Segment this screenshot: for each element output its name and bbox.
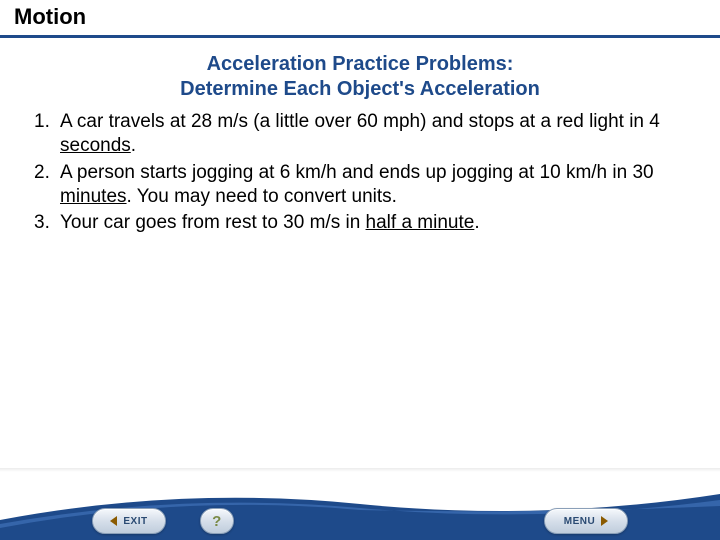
underlined: minutes: [60, 186, 127, 207]
item-number: 2.: [34, 161, 60, 210]
list-item: 3. Your car goes from rest to 30 m/s in …: [34, 211, 686, 235]
question-mark-icon: ?: [212, 513, 222, 530]
arrow-right-icon: [601, 516, 608, 526]
problem-list: 1. A car travels at 28 m/s (a little ove…: [34, 110, 686, 236]
arrow-left-icon: [110, 516, 117, 526]
item-number: 3.: [34, 211, 60, 235]
item-text: Your car goes from rest to 30 m/s in hal…: [60, 211, 686, 235]
title-wrap: Motion: [14, 4, 86, 30]
help-button[interactable]: ?: [200, 508, 234, 534]
header-bar: Motion: [0, 0, 720, 38]
footer: EXIT ? MENU: [0, 468, 720, 540]
item-text: A person starts jogging at 6 km/h and en…: [60, 161, 686, 210]
list-item: 2. A person starts jogging at 6 km/h and…: [34, 161, 686, 210]
slide-subtitle: Acceleration Practice Problems: Determin…: [0, 52, 720, 102]
underlined: seconds: [60, 135, 131, 156]
menu-label: MENU: [564, 516, 595, 527]
footer-button-row: EXIT ? MENU: [0, 508, 720, 534]
subtitle-line1: Acceleration Practice Problems:: [0, 52, 720, 77]
subtitle-line2: Determine Each Object's Acceleration: [0, 77, 720, 102]
underlined: half a minute: [366, 212, 475, 233]
menu-button[interactable]: MENU: [544, 508, 628, 534]
exit-label: EXIT: [123, 516, 147, 527]
item-text: A car travels at 28 m/s (a little over 6…: [60, 110, 686, 159]
footer-shadow: [0, 468, 720, 472]
section-title: Motion: [14, 4, 86, 29]
item-number: 1.: [34, 110, 60, 159]
exit-button[interactable]: EXIT: [92, 508, 166, 534]
content-area: 1. A car travels at 28 m/s (a little ove…: [0, 102, 720, 236]
list-item: 1. A car travels at 28 m/s (a little ove…: [34, 110, 686, 159]
